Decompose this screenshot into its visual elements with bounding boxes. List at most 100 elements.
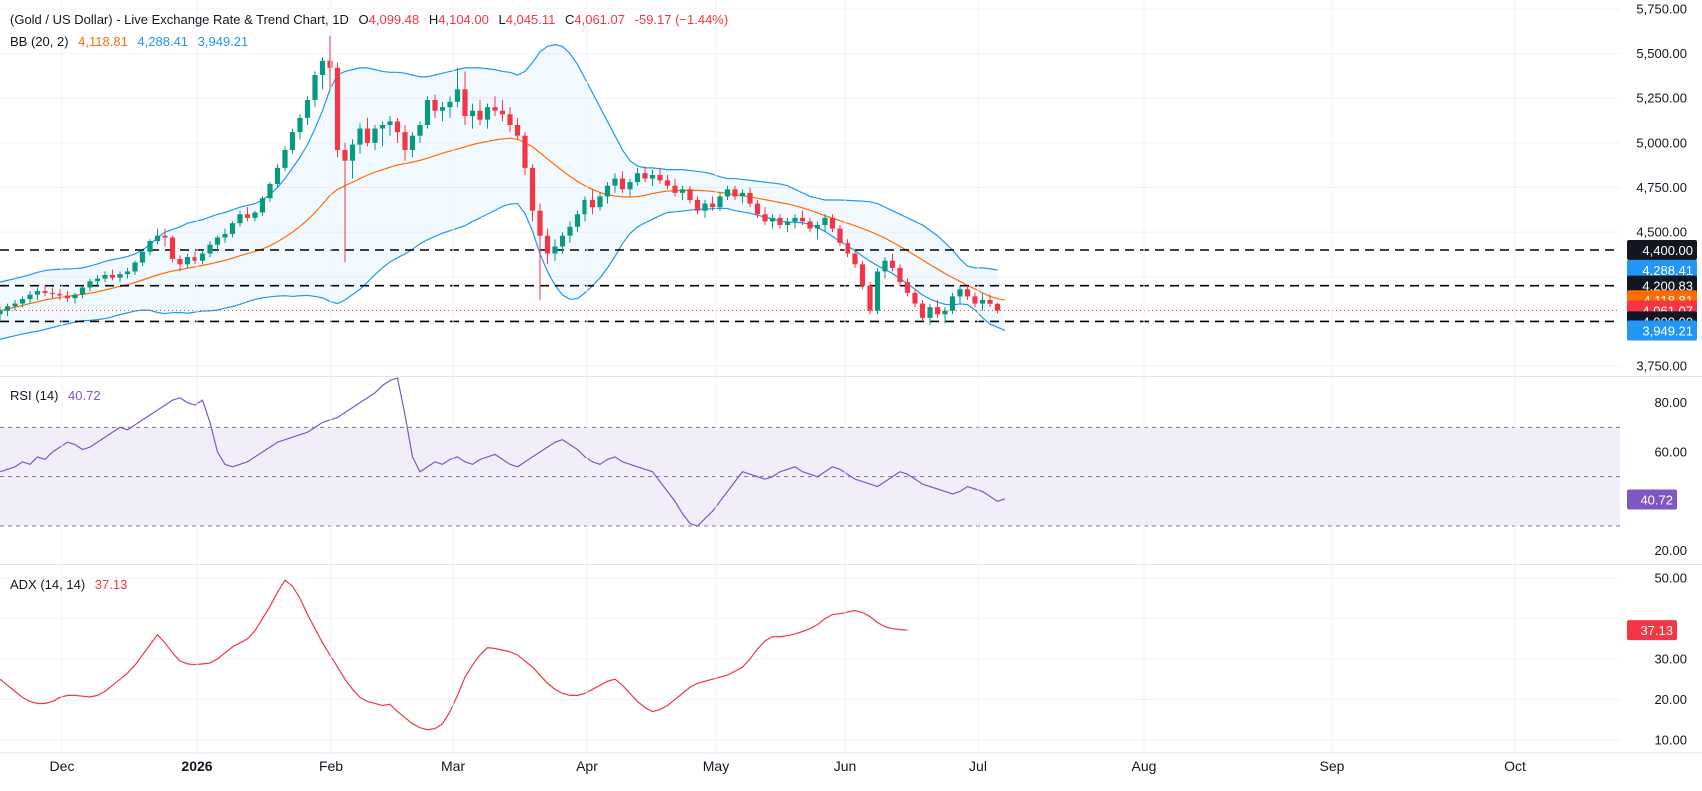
- candle-body: [567, 226, 573, 236]
- time-tick-label: May: [703, 758, 729, 774]
- candle-body: [334, 67, 341, 150]
- candle-body: [919, 303, 926, 318]
- candle: [709, 196, 716, 211]
- candle: [724, 185, 731, 200]
- candle: [942, 307, 948, 324]
- candle: [94, 275, 101, 286]
- time-tick-label: Feb: [319, 758, 343, 774]
- candle: [739, 189, 746, 204]
- time-tick-label: Oct: [1504, 758, 1526, 774]
- candle: [379, 121, 386, 147]
- candle: [867, 282, 873, 315]
- candle: [889, 253, 896, 272]
- change-value: -59.17 (−1.44%): [634, 12, 729, 27]
- candle: [124, 267, 131, 279]
- candle-body: [454, 89, 461, 102]
- candle-body: [154, 235, 161, 242]
- candle: [282, 146, 288, 172]
- candle-body: [499, 110, 506, 115]
- candle: [747, 187, 753, 208]
- time-tick-label: Jul: [969, 758, 987, 774]
- candle-body: [807, 221, 813, 229]
- adx-tick-label: 50.00: [1654, 571, 1687, 586]
- candle: [657, 167, 663, 184]
- candle: [364, 117, 371, 147]
- bb-legend-name: BB (20, 2): [10, 34, 69, 49]
- candle: [184, 253, 191, 268]
- candle: [949, 292, 956, 315]
- time-tick-label: Dec: [50, 758, 75, 774]
- candle: [927, 303, 933, 325]
- candle: [0, 307, 3, 322]
- candle-body: [597, 196, 603, 208]
- candle: [919, 300, 926, 322]
- candle: [87, 278, 93, 292]
- candle-body: [574, 214, 581, 227]
- candle: [702, 200, 708, 218]
- candle-body: [799, 217, 806, 222]
- candle-body: [522, 135, 528, 168]
- candle-body: [964, 289, 971, 297]
- symbol-title: (Gold / US Dollar) - Live Exchange Rate …: [10, 12, 349, 27]
- candle: [147, 239, 153, 256]
- candle-body: [402, 132, 408, 150]
- candle-body: [484, 107, 491, 120]
- candle: [642, 166, 648, 183]
- rsi-legend: RSI (14) 40.72: [10, 388, 107, 403]
- adx-legend-name: ADX (14, 14): [10, 577, 86, 592]
- bb-upper-value: 4,288.41: [137, 34, 189, 49]
- candle: [799, 210, 806, 225]
- time-tick-label: Sep: [1320, 758, 1345, 774]
- candle-body: [627, 182, 633, 190]
- candle-body: [244, 214, 251, 218]
- candle-body: [237, 214, 243, 224]
- candle-body: [507, 114, 513, 125]
- candle: [859, 260, 866, 290]
- candle-body: [762, 214, 768, 222]
- candle-body: [927, 307, 933, 318]
- candle: [507, 107, 513, 133]
- candle: [312, 71, 318, 108]
- candle: [244, 207, 251, 222]
- candle: [904, 278, 911, 297]
- candle-body: [979, 300, 986, 304]
- high-label: H: [428, 12, 439, 27]
- candle-body: [304, 100, 311, 118]
- candle: [12, 300, 18, 311]
- ohlc-legend: (Gold / US Dollar) - Live Exchange Rate …: [10, 12, 734, 27]
- candle-body: [184, 257, 191, 265]
- candle: [64, 291, 71, 302]
- candle: [139, 250, 146, 267]
- time-tick-label: Aug: [1132, 758, 1157, 774]
- candle-body: [364, 128, 371, 143]
- candle-body: [64, 295, 71, 299]
- candle: [582, 196, 588, 222]
- candle: [432, 94, 438, 118]
- candle: [259, 196, 266, 217]
- candle: [777, 214, 783, 229]
- price-tick-label: 4,500.00: [1636, 225, 1687, 240]
- candle: [897, 264, 903, 286]
- candle-body: [784, 221, 791, 225]
- candle-body: [702, 203, 708, 211]
- candle-body: [709, 203, 716, 208]
- candle: [154, 228, 161, 245]
- price-tick-label: 3,750.00: [1636, 359, 1687, 374]
- candle-body: [514, 125, 521, 136]
- candle: [334, 62, 341, 158]
- candle-body: [769, 217, 776, 222]
- candle: [514, 117, 521, 140]
- candle: [132, 260, 138, 275]
- candle-body: [34, 291, 41, 295]
- candle-body: [724, 189, 731, 197]
- candle: [499, 100, 506, 122]
- candle-body: [394, 121, 401, 133]
- candle: [19, 296, 26, 308]
- price-tick-label: 5,000.00: [1636, 135, 1687, 150]
- candle-body: [664, 180, 671, 186]
- candle: [49, 287, 56, 299]
- candle-body: [619, 178, 626, 190]
- rsi-line: [0, 377, 1006, 527]
- candle-body: [462, 89, 468, 117]
